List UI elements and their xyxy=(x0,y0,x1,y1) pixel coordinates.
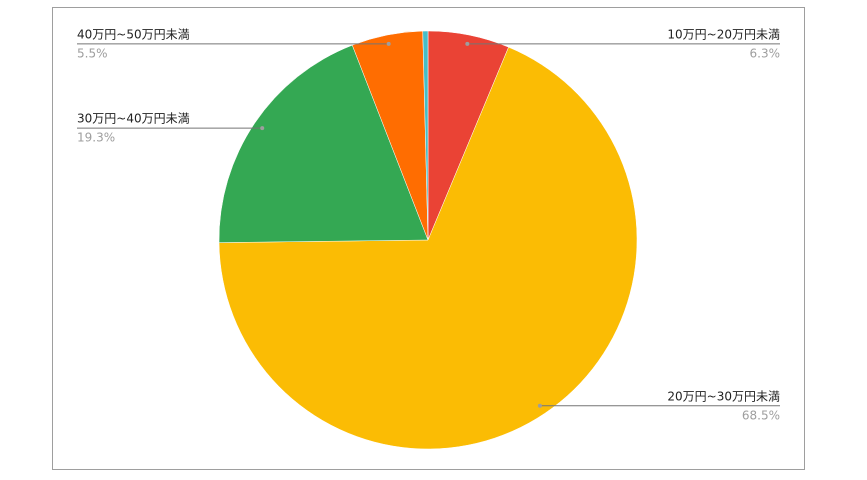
slice-label: 10万円~20万円未満 xyxy=(667,27,780,41)
slice-value: 6.3% xyxy=(750,46,781,60)
slice-value: 68.5% xyxy=(742,408,780,422)
leader-dot xyxy=(260,126,265,131)
slice-label: 30万円~40万円未満 xyxy=(77,112,190,126)
slice-value: 5.5% xyxy=(77,46,108,60)
leader-dot xyxy=(537,403,542,408)
leader-dot xyxy=(386,41,391,46)
pie-slice xyxy=(422,30,429,241)
slice-label: 20万円~30万円未満 xyxy=(667,389,780,403)
slice-label: 40万円~50万円未満 xyxy=(77,27,190,41)
leader-dot xyxy=(465,41,470,46)
pie-slice xyxy=(218,46,638,450)
pie-slice xyxy=(218,44,429,243)
slice-value: 19.3% xyxy=(77,131,115,145)
